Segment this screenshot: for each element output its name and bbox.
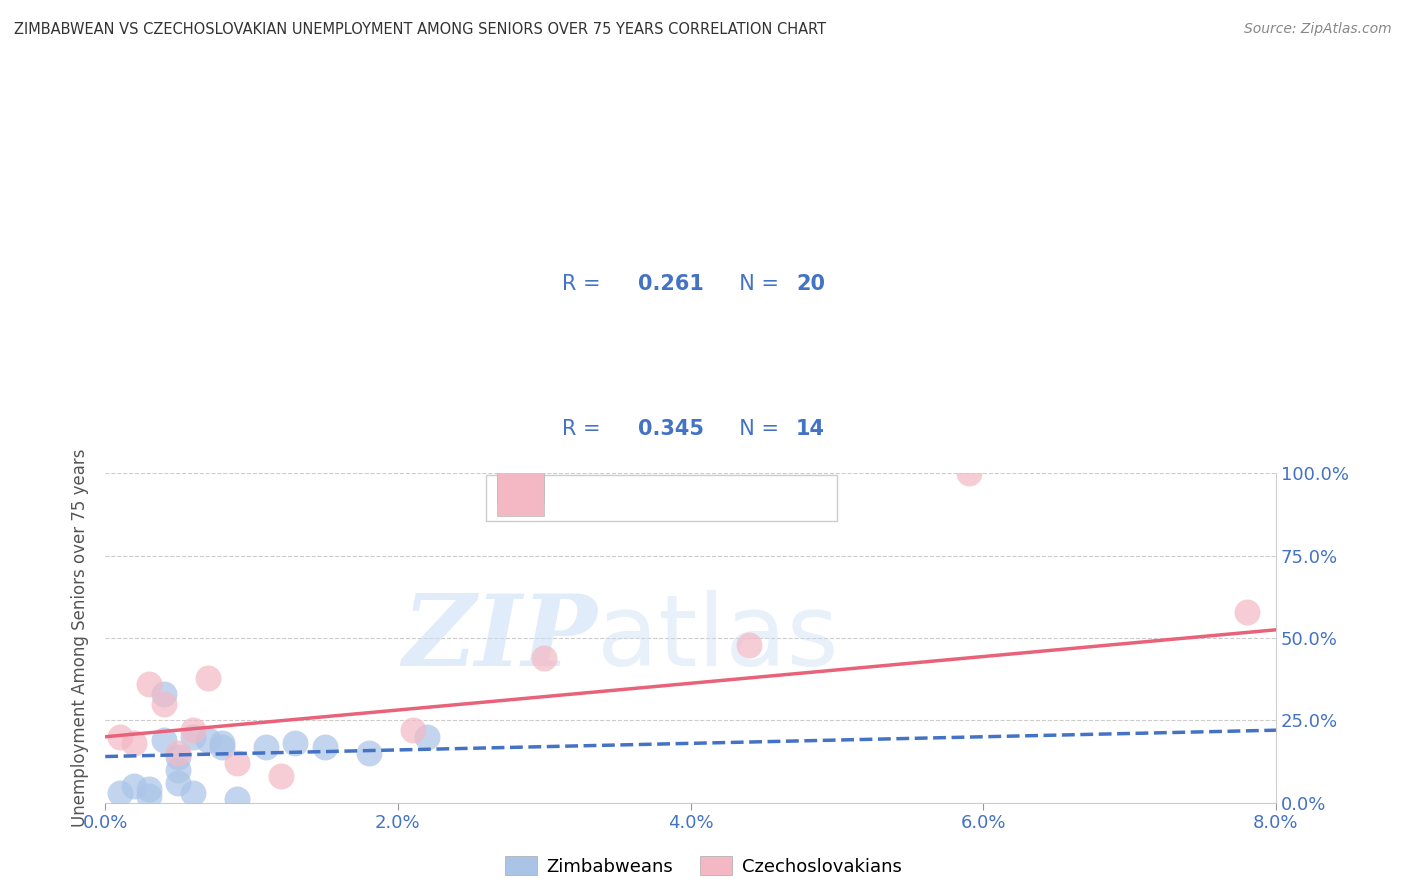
Text: atlas: atlas xyxy=(598,590,838,687)
Point xyxy=(167,763,190,777)
Point xyxy=(357,746,380,760)
Point xyxy=(138,789,160,803)
Legend: Zimbabweans, Czechoslovakians: Zimbabweans, Czechoslovakians xyxy=(498,849,908,883)
Point xyxy=(1236,605,1258,619)
Point xyxy=(167,776,190,790)
Bar xyxy=(485,475,837,521)
Text: ZIMBABWEAN VS CZECHOSLOVAKIAN UNEMPLOYMENT AMONG SENIORS OVER 75 YEARS CORRELATI: ZIMBABWEAN VS CZECHOSLOVAKIAN UNEMPLOYME… xyxy=(14,22,827,37)
Point xyxy=(181,786,204,800)
Point xyxy=(152,733,174,747)
Point xyxy=(138,677,160,691)
Point xyxy=(152,687,174,701)
Point xyxy=(108,730,131,744)
Text: R =: R = xyxy=(562,419,607,439)
Point xyxy=(314,739,336,754)
Text: 0.261: 0.261 xyxy=(638,274,704,294)
Point xyxy=(152,697,174,711)
Point xyxy=(533,650,555,665)
Point xyxy=(197,733,219,747)
Point xyxy=(738,638,761,652)
Text: ZIP: ZIP xyxy=(402,590,598,686)
Point xyxy=(197,671,219,685)
Point xyxy=(167,746,190,760)
Text: 14: 14 xyxy=(796,419,825,439)
Point xyxy=(284,736,307,750)
Point xyxy=(226,756,249,770)
Point xyxy=(416,730,439,744)
Point xyxy=(401,723,423,738)
Text: Source: ZipAtlas.com: Source: ZipAtlas.com xyxy=(1244,22,1392,37)
Point xyxy=(108,786,131,800)
Point xyxy=(167,749,190,764)
Text: R =: R = xyxy=(562,274,607,294)
Point xyxy=(181,723,204,738)
Text: 0.345: 0.345 xyxy=(638,419,704,439)
Point xyxy=(138,782,160,797)
Text: 20: 20 xyxy=(796,274,825,294)
Point xyxy=(254,739,277,754)
Point xyxy=(181,730,204,744)
Point xyxy=(211,736,233,750)
Point xyxy=(211,739,233,754)
Bar xyxy=(498,401,544,516)
Point xyxy=(957,467,980,481)
Point xyxy=(124,736,146,750)
Text: N =: N = xyxy=(725,419,786,439)
Y-axis label: Unemployment Among Seniors over 75 years: Unemployment Among Seniors over 75 years xyxy=(72,449,89,827)
Point xyxy=(124,779,146,793)
Point xyxy=(270,769,292,783)
Point xyxy=(226,792,249,806)
Bar xyxy=(498,388,544,503)
Text: N =: N = xyxy=(725,274,786,294)
